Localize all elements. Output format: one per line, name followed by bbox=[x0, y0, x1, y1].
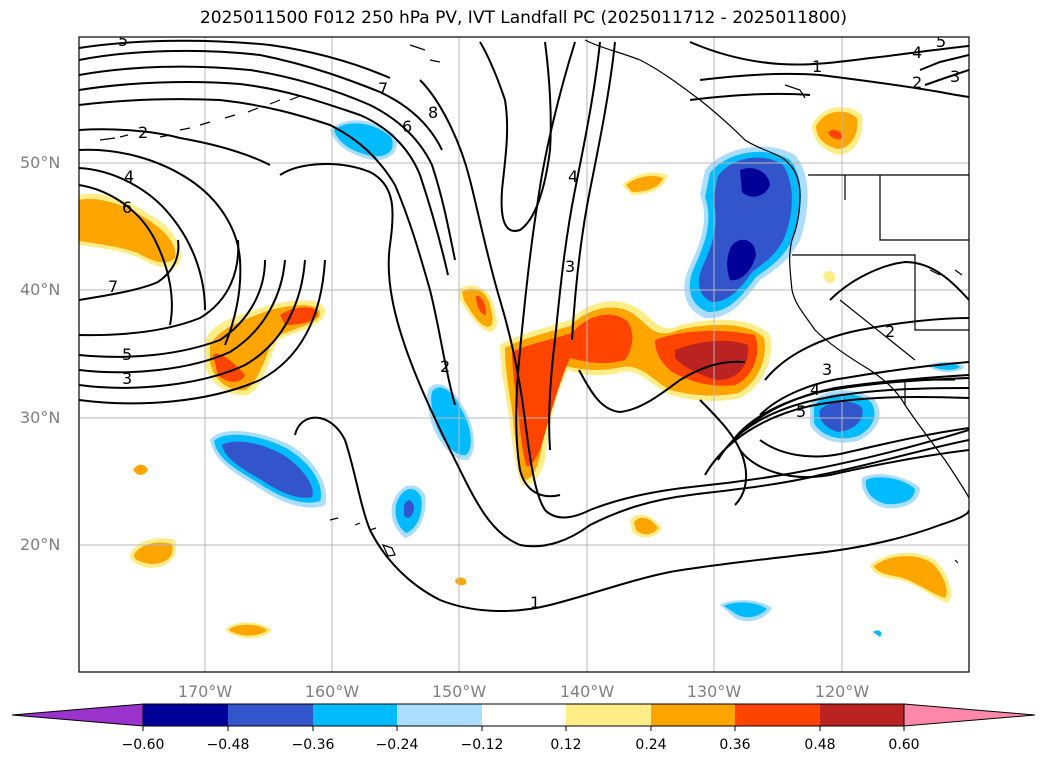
lon-label-170w: 170°W bbox=[177, 682, 233, 701]
lat-label-50n: 50°N bbox=[20, 153, 61, 172]
contour-label: 5 bbox=[796, 402, 806, 421]
coastlines bbox=[99, 39, 969, 564]
pv-contours bbox=[79, 39, 969, 612]
colorbar-tick: 0.36 bbox=[719, 737, 751, 753]
positive-anomaly-regions bbox=[79, 107, 952, 639]
colorbar-tick: 0.12 bbox=[550, 737, 582, 753]
chart-title: 2025011500 F012 250 hPa PV, IVT Landfall… bbox=[199, 8, 847, 28]
contour-label: 2 bbox=[138, 123, 148, 142]
contour-label: 1 bbox=[812, 57, 822, 76]
lon-label-150w: 150°W bbox=[431, 682, 487, 701]
contour-label: 5 bbox=[122, 345, 132, 364]
lon-label-140w: 140°W bbox=[559, 682, 615, 701]
colorbar bbox=[11, 703, 1036, 731]
contour-label: 4 bbox=[568, 167, 578, 186]
colorbar-tick: −0.24 bbox=[375, 737, 419, 753]
colorbar-tick: 0.60 bbox=[888, 737, 920, 753]
negative-anomaly-regions bbox=[210, 120, 965, 637]
colorbar-tick: −0.12 bbox=[460, 737, 504, 753]
lat-label-40n: 40°N bbox=[20, 280, 61, 299]
contour-label: 4 bbox=[912, 43, 922, 62]
lat-label-20n: 20°N bbox=[20, 535, 61, 554]
colorbar-tick: −0.60 bbox=[121, 737, 165, 753]
map-gridlines bbox=[79, 37, 969, 672]
lat-label-30n: 30°N bbox=[20, 408, 61, 427]
lon-label-130w: 130°W bbox=[686, 682, 742, 701]
lon-label-160w: 160°W bbox=[304, 682, 360, 701]
contour-label: 8 bbox=[428, 103, 438, 122]
contour-label: 3 bbox=[950, 67, 960, 86]
contour-label: 1 bbox=[530, 593, 540, 612]
contour-label: 2 bbox=[912, 73, 922, 92]
contour-label: 5 bbox=[936, 32, 946, 51]
contour-label: 4 bbox=[810, 380, 820, 399]
contour-label: 3 bbox=[122, 369, 132, 388]
colorbar-tick: −0.36 bbox=[291, 737, 335, 753]
contour-label: 7 bbox=[378, 79, 388, 98]
contour-label: 6 bbox=[122, 198, 132, 217]
colorbar-tick: 0.24 bbox=[635, 737, 667, 753]
colorbar-tick: −0.48 bbox=[206, 737, 250, 753]
contour-labels: 1 1 2 2 2 2 3 3 3 3 4 4 4 4 5 5 5 5 6 6 … bbox=[108, 31, 960, 612]
colorbar-tick: 0.48 bbox=[804, 737, 836, 753]
contour-label: 5 bbox=[118, 31, 128, 50]
contour-label: 7 bbox=[108, 277, 118, 296]
contour-label: 2 bbox=[440, 357, 450, 376]
contour-label: 2 bbox=[885, 322, 895, 341]
contour-label: 3 bbox=[822, 360, 832, 379]
contour-label: 4 bbox=[124, 167, 134, 186]
contour-label: 3 bbox=[565, 257, 575, 276]
contour-label: 6 bbox=[402, 117, 412, 136]
lon-label-120w: 120°W bbox=[814, 682, 870, 701]
